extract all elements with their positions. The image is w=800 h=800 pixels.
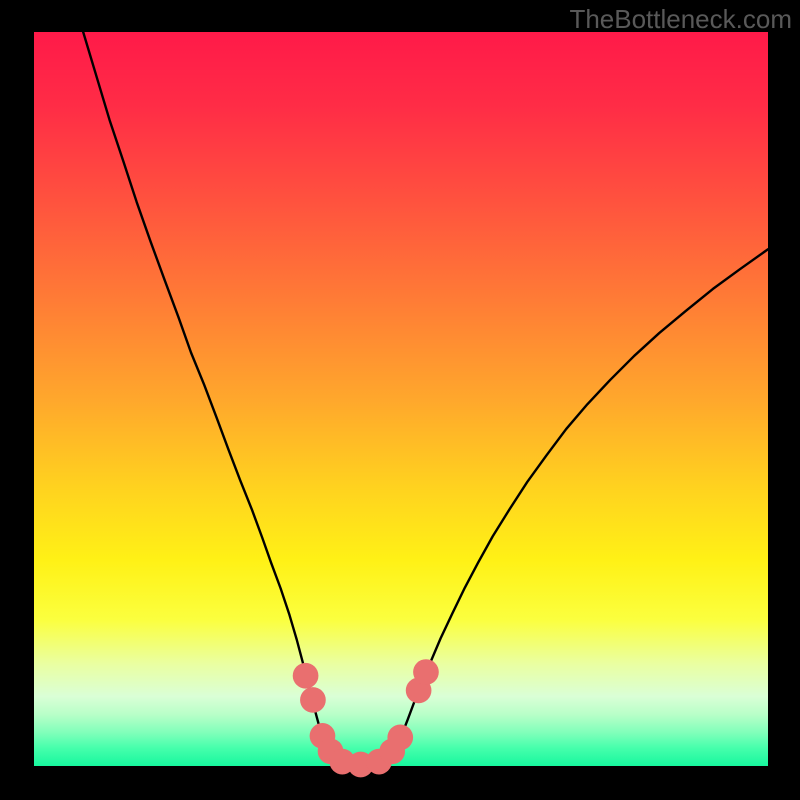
watermark-text: TheBottleneck.com [569, 4, 792, 35]
chart-svg [0, 0, 800, 800]
plot-background [34, 32, 768, 766]
highlight-dot [293, 663, 319, 689]
highlight-dot [413, 659, 439, 685]
highlight-dot [300, 687, 326, 713]
chart-frame: TheBottleneck.com [0, 0, 800, 800]
highlight-dot [387, 725, 413, 751]
